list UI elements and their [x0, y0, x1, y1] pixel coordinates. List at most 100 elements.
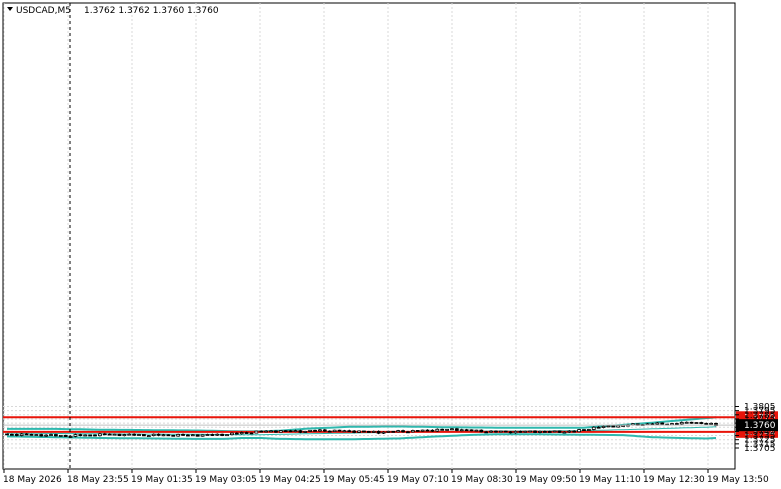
candle-body: [503, 430, 508, 433]
candle-body: [420, 429, 425, 432]
candle-body: [513, 430, 518, 434]
candle-body: [376, 430, 381, 434]
candle-body: [616, 425, 621, 428]
candle-body: [73, 434, 78, 437]
candle-body: [518, 430, 523, 433]
candle-body: [132, 433, 137, 436]
candle-body: [562, 431, 567, 434]
candle-body: [381, 431, 386, 434]
bollinger-bands: [6, 416, 717, 441]
candle-body: [122, 434, 127, 437]
candle-body: [674, 423, 679, 425]
candle-body: [19, 433, 24, 436]
level-tag-label: 1.3779: [744, 413, 776, 423]
candle-body: [606, 425, 611, 428]
dropdown-arrow-icon[interactable]: [7, 7, 13, 11]
candle-body: [308, 429, 313, 432]
bollinger-lower-line: [6, 433, 717, 441]
y-tick-label: 1.3705: [744, 444, 776, 454]
bollinger-middle-line: [7, 426, 717, 436]
y-tick-label: 1.3735: [744, 432, 776, 442]
candle-body: [484, 431, 489, 434]
candle-body: [670, 423, 674, 426]
candle-body: [244, 432, 249, 434]
candle-body: [655, 422, 660, 425]
candle-body: [450, 428, 454, 431]
candlesticks: [5, 421, 718, 438]
candle-body: [415, 430, 420, 432]
candle-body: [538, 431, 542, 433]
candle-body: [34, 434, 39, 436]
candle-body: [406, 431, 410, 434]
candle-body: [322, 429, 327, 432]
candle-body: [161, 434, 166, 437]
candle-body: [704, 423, 709, 425]
candle-body: [78, 434, 83, 436]
candle-body: [425, 429, 430, 432]
candle-body: [474, 429, 479, 432]
candle-body: [142, 434, 146, 437]
candle-body: [533, 430, 537, 433]
candle-body: [68, 435, 73, 438]
x-tick-label: 19 May 03:05: [195, 475, 257, 485]
candle-body: [264, 430, 269, 433]
candle-body: [401, 430, 405, 433]
candle-body: [278, 430, 283, 433]
candle-body: [127, 433, 132, 436]
x-tick-label: 19 May 08:30: [451, 475, 513, 485]
candle-body: [596, 426, 601, 429]
candle-body: [14, 433, 19, 436]
candle-body: [117, 433, 122, 437]
candle-body: [366, 431, 371, 433]
bollinger-upper-line: [7, 416, 717, 433]
candle-body: [601, 425, 606, 428]
candle-body: [49, 434, 53, 436]
candle-body: [454, 428, 459, 431]
candle-body: [318, 429, 322, 432]
candle-body: [547, 431, 552, 433]
candle-body: [83, 434, 88, 437]
candle-body: [215, 433, 220, 436]
candle-body: [464, 429, 469, 432]
x-tick-label: 19 May 11:10: [579, 475, 641, 485]
candle-body: [93, 434, 97, 437]
candle-body: [239, 432, 244, 435]
y-tick-label: 1.3795: [744, 407, 776, 417]
y-tick-label: 1.3725: [744, 436, 776, 446]
candle-body: [166, 434, 171, 437]
candle-body: [274, 430, 278, 433]
candle-body: [435, 428, 440, 432]
candle-body: [200, 434, 205, 437]
x-tick-label: 18 May 23:55: [67, 475, 129, 485]
candle-body: [181, 433, 185, 436]
candle-body: [557, 430, 562, 433]
x-tick-label: 18 May 2026: [3, 475, 62, 485]
candle-body: [523, 430, 528, 433]
x-axis: 18 May 2026 18 May 23:55 19 May 01:35 19 Ma…: [3, 469, 769, 485]
candle-body: [386, 430, 391, 433]
candle-body: [190, 434, 195, 437]
candle-body: [494, 430, 498, 433]
candle-body: [352, 430, 357, 433]
candle-body: [44, 434, 49, 437]
candle-body: [586, 429, 591, 431]
x-tick-label: 19 May 09:50: [515, 475, 577, 485]
candle-body: [288, 430, 293, 433]
candle-body: [371, 430, 376, 433]
candle-body: [259, 430, 264, 433]
candle-body: [102, 433, 107, 436]
candle-body: [186, 434, 190, 437]
candle-body: [479, 429, 484, 433]
candle-body: [303, 431, 308, 433]
y-tick-label: 1.3805: [744, 403, 776, 413]
candle-body: [694, 422, 699, 424]
level-tag-label: 1.3744: [744, 428, 776, 438]
candle-body: [24, 433, 29, 436]
candle-body: [39, 434, 44, 437]
candle-body: [440, 428, 445, 431]
candle-body: [327, 430, 332, 433]
candle-body: [98, 433, 102, 437]
candle-body: [582, 429, 586, 432]
candle-body: [542, 431, 547, 433]
